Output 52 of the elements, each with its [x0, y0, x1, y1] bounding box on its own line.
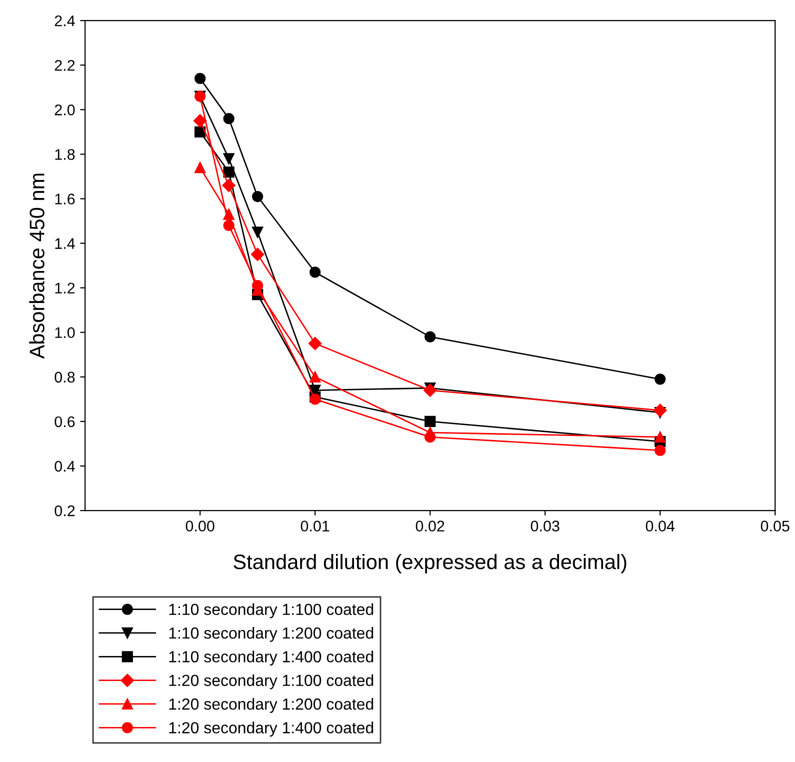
y-tick-label: 2.0	[54, 104, 75, 116]
point	[223, 166, 234, 178]
point	[252, 226, 264, 238]
point	[223, 113, 234, 124]
point	[654, 404, 667, 417]
point	[193, 114, 207, 128]
point	[654, 431, 666, 443]
point	[194, 162, 206, 174]
point	[310, 371, 321, 382]
point	[310, 394, 321, 405]
y-tick-label: 2.4	[54, 15, 75, 26]
y-tick-label: 0.4	[54, 460, 75, 472]
point	[424, 416, 436, 428]
point	[654, 444, 666, 456]
legend-label: 1:10 secondary 1:200 coated	[169, 626, 374, 642]
x-axis-title: Standard dilution (expressed as a decimal)	[234, 554, 626, 574]
point	[424, 331, 436, 342]
point	[223, 208, 234, 220]
x-tick-label: 0.05	[760, 520, 790, 532]
point	[424, 431, 436, 443]
x-tick-label: 0.04	[646, 520, 675, 532]
point	[654, 374, 666, 385]
legend-label: 1:20 secondary 1:100 coated	[169, 674, 374, 690]
y-tick-label: 0.8	[54, 372, 75, 383]
point	[194, 126, 206, 138]
point	[223, 220, 234, 232]
point	[308, 336, 322, 350]
x-tick-label: 0.01	[300, 520, 330, 532]
point	[424, 384, 437, 397]
y-axis-title: Absorbance 450 nm	[29, 174, 44, 359]
point	[310, 266, 321, 278]
point	[250, 248, 264, 262]
y-tick-label: 1.0	[55, 327, 75, 338]
point	[194, 72, 206, 84]
point	[223, 153, 234, 164]
x-tick-label: 0.02	[416, 520, 444, 532]
legend-label: 1:20 secondary 1:400 coated	[169, 722, 374, 737]
y-tick-label: 1.6	[55, 194, 75, 204]
y-tick-label: 1.4	[55, 238, 75, 249]
point	[222, 178, 236, 192]
y-tick-label: 1.8	[55, 149, 75, 160]
point	[252, 190, 264, 202]
legend-label: 1:20 secondary 1:200 coated	[169, 698, 374, 713]
y-tick-label: 2.2	[54, 60, 75, 71]
legend-label: 1:10 secondary 1:100 coated	[169, 603, 374, 618]
y-tick-label: 1.2	[55, 282, 75, 294]
y-tick-label: 0.6	[54, 416, 75, 428]
x-tick-label: 0.00	[186, 520, 214, 532]
y-tick-label: 0.2	[54, 505, 75, 516]
point	[252, 280, 264, 292]
x-tick-label: 0.03	[530, 520, 560, 532]
legend-label: 1:10 secondary 1:400 coated	[169, 650, 374, 666]
